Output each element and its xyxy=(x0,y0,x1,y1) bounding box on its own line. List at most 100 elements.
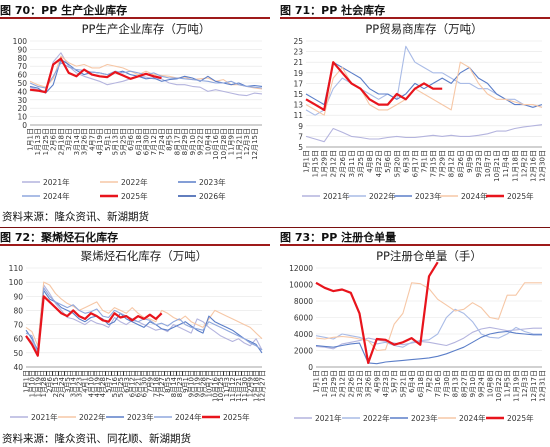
x-tick-label: 6月17日 xyxy=(411,150,419,177)
x-tick-label: 5月21日 xyxy=(399,370,407,397)
y-tick-label: 5 xyxy=(298,143,303,152)
x-tick-label: 7月29日 xyxy=(439,150,447,177)
series-line-2025年 xyxy=(29,57,162,94)
x-tick-label: 11月4日 xyxy=(502,150,510,177)
series-line-2022年 xyxy=(25,281,263,347)
x-tick-label: 8月14日 xyxy=(170,370,178,397)
x-tick-label: 9月10日 xyxy=(189,128,197,155)
legend-label: 2024年 xyxy=(43,191,70,201)
y-tick-label: 0 xyxy=(308,363,313,372)
x-tick-label: 6月30日 xyxy=(143,128,151,155)
x-tick-label: 1月1日 xyxy=(23,370,31,393)
x-tick-label: 9月24日 xyxy=(478,370,486,397)
x-tick-label: 6月6日 xyxy=(127,128,135,151)
x-tick-label: 8月26日 xyxy=(457,150,465,177)
x-tick-label: 2月24日 xyxy=(58,370,66,397)
y-tick-label: 60 xyxy=(13,335,23,344)
y-tick-label: 13 xyxy=(293,101,303,110)
x-tick-label: 5月16日 xyxy=(111,370,119,397)
y-tick-label: 19 xyxy=(293,69,303,78)
chart-panel-73: PP注册仓单量（手） 0 2000 4000 6000 8000 10000 12000 1月1… xyxy=(280,244,550,428)
x-tick-label: 4月19日 xyxy=(96,128,104,155)
x-tick-label: 11月19日 xyxy=(512,370,520,402)
chart-title: PP生产企业库存（万吨） xyxy=(82,22,211,36)
y-tick-label: 30 xyxy=(17,96,27,105)
x-tick-label: 7月16日 xyxy=(434,370,442,397)
y-tick-label: 8000 xyxy=(294,297,313,306)
x-tick-label: 2月15日 xyxy=(52,370,60,397)
x-tick-label: 10月7日 xyxy=(205,370,213,397)
x-tick-label: 4月8日 xyxy=(366,150,374,173)
x-tick-label: 10月21日 xyxy=(493,150,501,182)
chart-petrochem-inventory: 聚烯烃石化库存（万吨）4050607080901001101月1日1月10日1月… xyxy=(9,249,267,422)
x-tick-label: 10月22日 xyxy=(495,370,503,402)
x-tick-label: 6月18日 xyxy=(135,128,143,155)
x-tick-label: 11月21日 xyxy=(235,128,243,160)
figure-title-71: 图 71：PP 社会库存 xyxy=(280,4,386,17)
x-tick-label: 4月19日 xyxy=(93,370,101,397)
x-tick-label: 7月30日 xyxy=(443,370,451,397)
figure-title-70: 图 70：PP 生产企业库存 xyxy=(0,4,128,17)
y-tick-label: 10000 xyxy=(289,281,313,290)
x-tick-label: 6月12日 xyxy=(129,370,137,397)
x-tick-label: 3月26日 xyxy=(81,128,89,155)
x-tick-label: 4月10日 xyxy=(87,370,95,397)
x-tick-label: 1月28日 xyxy=(40,370,48,397)
series-line-2021年 xyxy=(315,326,542,350)
legend-label: 2023年 xyxy=(127,412,154,422)
x-tick-label: 2月6日 xyxy=(50,128,58,151)
x-tick-label: 6月4日 xyxy=(408,370,416,393)
legend-label: 2025年 xyxy=(507,191,534,201)
x-tick-label: 1月10日 xyxy=(28,370,36,397)
y-tick-label: 0 xyxy=(22,121,27,130)
y-tick-label: 17 xyxy=(293,79,303,88)
y-tick-label: 9 xyxy=(298,122,303,131)
x-tick-label: 9月1日 xyxy=(182,370,190,393)
y-tick-label: 70 xyxy=(13,321,23,330)
y-tick-label: 100 xyxy=(9,278,24,287)
x-tick-label: 7月1日 xyxy=(421,150,429,173)
chart-warehouse-receipts: PP注册仓单量（手） 0 2000 4000 6000 8000 10000 12000 1月1… xyxy=(289,249,547,423)
x-tick-label: 1月15日 xyxy=(312,150,320,177)
x-tick-label: 12月18日 xyxy=(253,370,261,402)
x-tick-label: 10月8日 xyxy=(486,370,494,397)
chart-panel-70: PP生产企业库存（万吨） 0 10 20 30 40 50 60 70 80 90 100 1月1日 1月… xyxy=(0,17,270,209)
y-tick-label: 15 xyxy=(293,90,303,99)
legend-label: 2021年 xyxy=(43,177,70,187)
series-line-2022年 xyxy=(29,55,263,90)
x-tick-label: 7月27日 xyxy=(158,370,166,397)
legend-label: 2022年 xyxy=(369,191,396,201)
legend-label: 2024年 xyxy=(459,413,486,423)
x-tick-label: 11月12日 xyxy=(229,370,237,402)
legend-label: 2021年 xyxy=(31,412,58,422)
y-tick-label: 50 xyxy=(17,79,27,88)
x-tick-label: 11月30日 xyxy=(241,370,249,402)
x-tick-label: 4月22日 xyxy=(375,150,383,177)
x-tick-label: 8月17日 xyxy=(173,128,181,155)
x-tick-label: 12月15日 xyxy=(251,128,259,160)
legend-label: 2024年 xyxy=(175,412,202,422)
x-tick-label: 12月31日 xyxy=(539,370,547,402)
y-tick-label: 10 xyxy=(17,113,27,122)
y-tick-label: 90 xyxy=(13,292,23,301)
x-tick-label: 8月23日 xyxy=(176,370,184,397)
y-tick-label: 12000 xyxy=(289,264,313,273)
y-tick-label: 80 xyxy=(13,306,23,315)
x-tick-label: 1月13日 xyxy=(34,128,42,155)
x-tick-label: 7月15日 xyxy=(430,150,438,177)
x-tick-label: 9月19日 xyxy=(194,370,202,397)
y-tick-label: 6000 xyxy=(294,314,313,323)
x-tick-label: 3月26日 xyxy=(365,370,373,397)
x-tick-label: 2月26日 xyxy=(339,150,347,177)
x-tick-label: 8月12日 xyxy=(448,150,456,177)
y-tick-label: 25 xyxy=(293,37,303,46)
x-tick-label: 8月5日 xyxy=(164,370,172,393)
y-tick-label: 40 xyxy=(13,363,23,372)
x-tick-label: 11月5日 xyxy=(504,370,512,397)
chart-title: 聚烯烃石化库存（万吨） xyxy=(81,249,208,263)
x-tick-label: 3月2日 xyxy=(65,128,73,151)
chart-panel-71: PP贸易商库存（万吨） 5 7 9 11 13 15 17 19 21 23 25 1月1日 1月15日 1… xyxy=(280,17,550,209)
y-tick-label: 7 xyxy=(298,132,303,141)
x-tick-label: 11月18日 xyxy=(511,150,519,182)
